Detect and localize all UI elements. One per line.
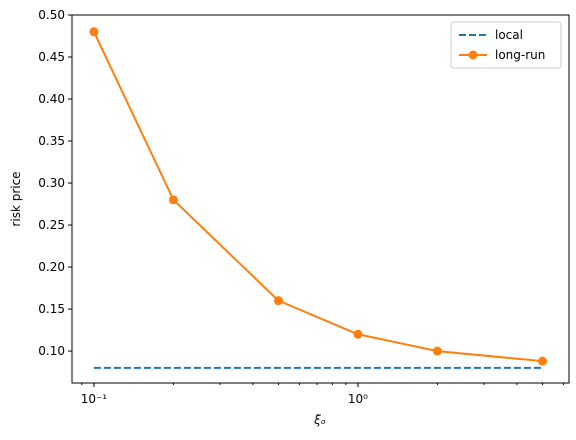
series-marker bbox=[353, 329, 363, 339]
y-tick-label: 0.15 bbox=[38, 302, 65, 316]
series-line bbox=[93, 31, 543, 363]
plot-frame bbox=[71, 14, 570, 384]
y-tick-label: 0.30 bbox=[38, 176, 65, 190]
legend-box bbox=[450, 21, 562, 69]
legend-label: local bbox=[495, 28, 523, 42]
series-marker bbox=[89, 27, 99, 37]
x-axis-label: ξₒ bbox=[313, 413, 326, 427]
y-tick-label: 0.45 bbox=[38, 50, 65, 64]
y-tick-label: 0.35 bbox=[38, 134, 65, 148]
y-tick-label: 0.10 bbox=[38, 344, 65, 358]
series-marker bbox=[273, 296, 283, 306]
series-marker bbox=[432, 346, 442, 356]
x-tick-label: 10⁻¹ bbox=[81, 392, 108, 406]
y-tick-label: 0.40 bbox=[38, 92, 65, 106]
series-marker bbox=[168, 195, 178, 205]
y-axis-label: risk price bbox=[9, 171, 23, 226]
y-tick-label: 0.50 bbox=[38, 8, 65, 22]
legend-label: long-run bbox=[495, 48, 545, 62]
legend-marker bbox=[468, 50, 478, 60]
x-tick-label: 10⁰ bbox=[348, 392, 368, 406]
y-tick-label: 0.20 bbox=[38, 260, 65, 274]
y-tick-label: 0.25 bbox=[38, 218, 65, 232]
series-marker bbox=[537, 356, 547, 366]
